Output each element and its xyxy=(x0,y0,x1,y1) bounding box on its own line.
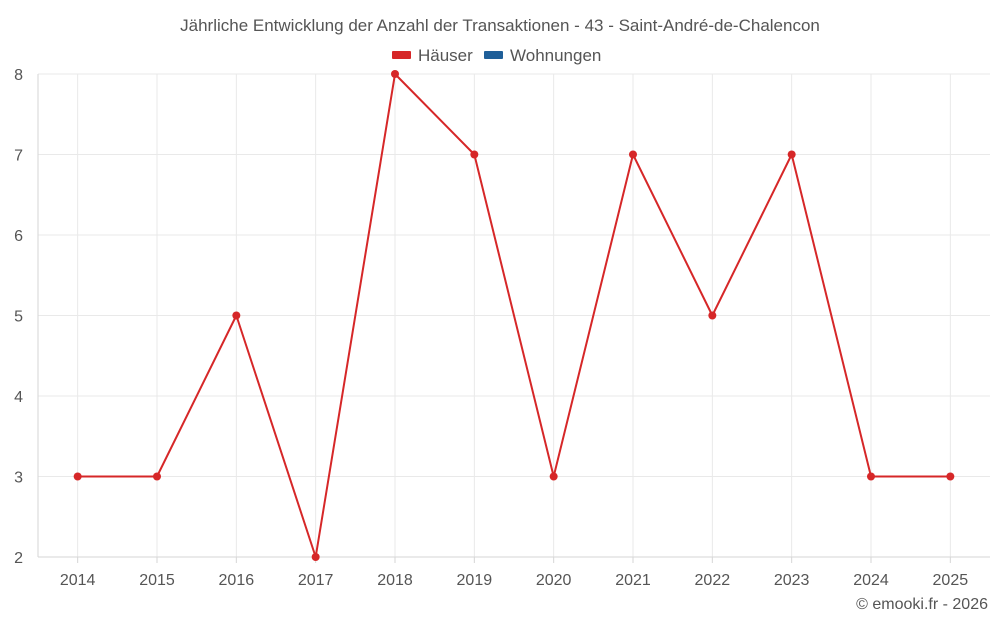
x-tick-label: 2023 xyxy=(774,572,810,589)
y-tick-label: 3 xyxy=(14,470,23,487)
x-tick-label: 2019 xyxy=(457,572,493,589)
y-tick-label: 7 xyxy=(14,148,23,165)
x-tick-label: 2017 xyxy=(298,572,334,589)
data-point[interactable] xyxy=(787,150,796,159)
data-point[interactable] xyxy=(232,311,241,320)
legend-item-houses[interactable]: Häuser xyxy=(392,46,473,65)
series-houses xyxy=(73,70,955,561)
data-point[interactable] xyxy=(946,472,955,481)
y-tick-label: 5 xyxy=(14,309,23,326)
x-tick-label: 2014 xyxy=(60,572,96,589)
x-tick-label: 2021 xyxy=(615,572,651,589)
axes: 2 3 4 5 6 7 8 2014 2015 2016 2017 2018 2019 2020 2021 2… xyxy=(14,67,990,589)
data-point[interactable] xyxy=(629,150,637,159)
legend-item-apartments[interactable]: Wohnungen xyxy=(484,46,601,65)
credit-text: © emooki.fr - 2026 xyxy=(856,596,988,613)
legend: Häuser Wohnungen xyxy=(392,46,601,65)
x-tick-label: 2020 xyxy=(536,572,572,589)
data-point[interactable] xyxy=(311,553,320,561)
legend-label-houses: Häuser xyxy=(418,46,473,65)
y-tick-label: 8 xyxy=(14,67,23,84)
data-point[interactable] xyxy=(470,150,479,159)
x-tick-label: 2022 xyxy=(695,572,731,589)
data-point[interactable] xyxy=(867,472,875,481)
data-point[interactable] xyxy=(549,472,558,481)
x-tick-label: 2024 xyxy=(853,572,889,589)
chart-title: Jährliche Entwicklung der Anzahl der Tra… xyxy=(180,16,820,35)
legend-swatch-apartments xyxy=(484,51,503,59)
data-point[interactable] xyxy=(153,472,161,481)
x-tick-label: 2025 xyxy=(933,572,969,589)
x-tick-label: 2016 xyxy=(219,572,255,589)
y-tick-label: 6 xyxy=(14,228,23,245)
data-point[interactable] xyxy=(73,472,82,481)
data-point[interactable] xyxy=(708,311,717,320)
y-tick-label: 4 xyxy=(14,389,23,406)
data-point[interactable] xyxy=(391,70,399,78)
y-tick-label: 2 xyxy=(14,550,23,567)
x-tick-label: 2018 xyxy=(377,572,413,589)
legend-swatch-houses xyxy=(392,51,411,59)
legend-label-apartments: Wohnungen xyxy=(510,46,601,65)
series-line xyxy=(77,73,951,558)
x-tick-label: 2015 xyxy=(139,572,175,589)
